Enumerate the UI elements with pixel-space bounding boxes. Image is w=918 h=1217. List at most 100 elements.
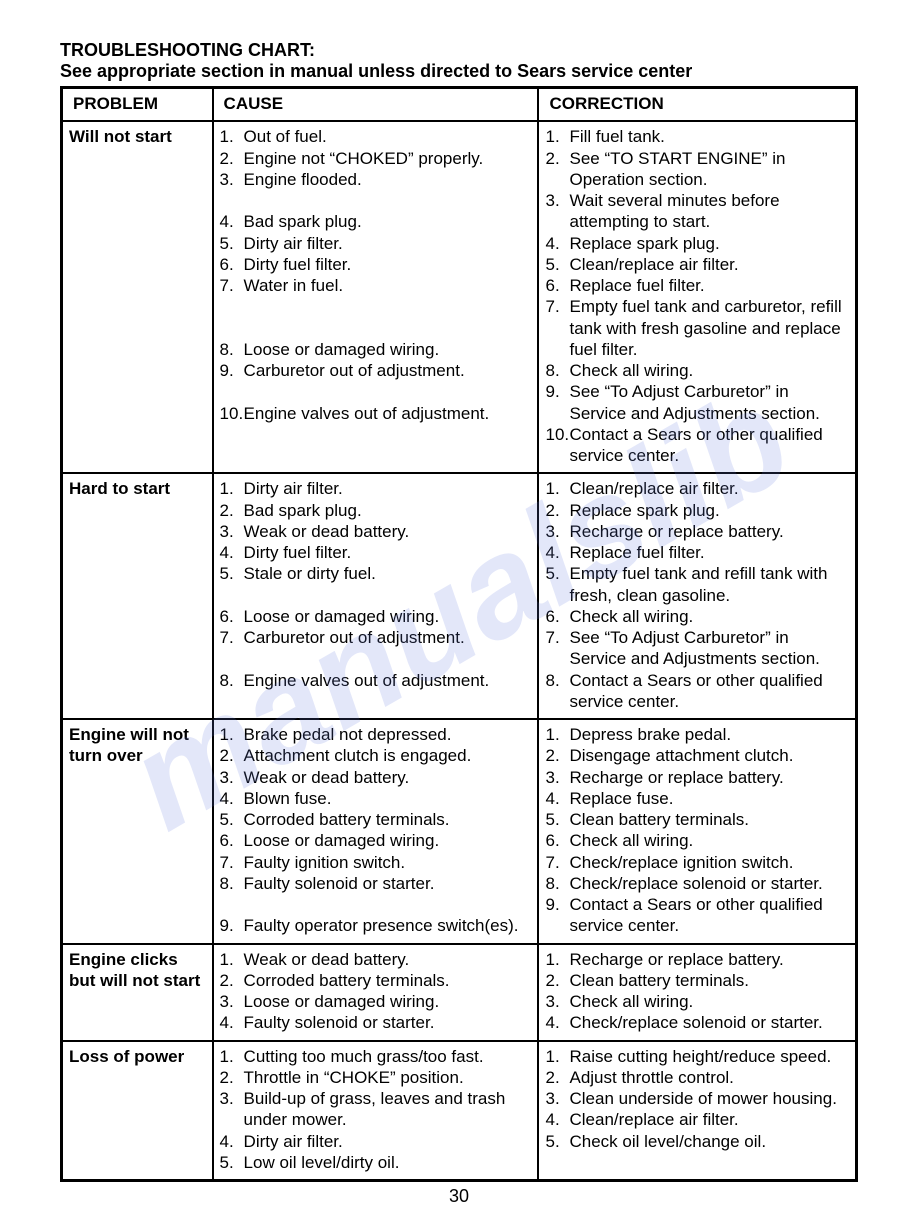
item-number: 4.: [545, 1012, 569, 1033]
list-item: 5.Dirty air filter.: [220, 233, 532, 254]
item-number: 10.: [545, 424, 569, 445]
item-number: 3.: [220, 1088, 244, 1109]
list-item: 7.Water in fuel.: [220, 275, 532, 296]
item-number: 5.: [545, 1131, 569, 1152]
item-text: Engine valves out of adjustment.: [244, 670, 532, 691]
item-text: Fill fuel tank.: [569, 126, 849, 147]
item-number: 1.: [220, 126, 244, 147]
item-text: Dirty air filter.: [244, 1131, 532, 1152]
item-text: Clean/replace air filter.: [569, 478, 849, 499]
item-number: 8.: [220, 339, 244, 360]
chart-title: TROUBLESHOOTING CHART:: [60, 40, 858, 61]
list-item: 3.Weak or dead battery.: [220, 767, 532, 788]
item-text: Dirty air filter.: [244, 478, 532, 499]
item-number: 4.: [220, 1131, 244, 1152]
item-text: Engine valves out of adjustment.: [244, 403, 532, 424]
list-item: 6.Loose or damaged wiring.: [220, 830, 532, 851]
numbered-list: 1.Clean/replace air filter.2.Replace spa…: [545, 478, 849, 712]
item-number: 3.: [220, 767, 244, 788]
table-row: Loss of power 1.Cutting too much grass/to…: [62, 1041, 857, 1181]
item-text: Bad spark plug.: [244, 500, 532, 521]
item-number: 5.: [545, 809, 569, 830]
item-text: Loose or damaged wiring.: [244, 991, 532, 1012]
item-number: 8.: [220, 670, 244, 691]
item-text: Loose or damaged wiring.: [244, 606, 532, 627]
list-item: 3.Wait several minutes before attempting…: [545, 190, 849, 233]
item-text: Wait several minutes before attempting t…: [569, 190, 849, 233]
problem-label: Loss of power: [69, 1047, 184, 1066]
cause-cell: 1.Weak or dead battery.2.Corroded batter…: [213, 944, 539, 1041]
item-text: Attachment clutch is engaged.: [244, 745, 532, 766]
item-text: Depress brake pedal.: [569, 724, 849, 745]
table-row: Will not start1.Out of fuel.2.Engine not…: [62, 121, 857, 473]
list-item: 2.Disengage attachment clutch.: [545, 745, 849, 766]
item-number: 3.: [545, 991, 569, 1012]
item-number: 2.: [545, 745, 569, 766]
item-text: Weak or dead battery.: [244, 767, 532, 788]
table-row: Engine clicks but will not start1.Weak o…: [62, 944, 857, 1041]
numbered-list: 1.Brake pedal not depressed.2.Attachment…: [220, 724, 532, 937]
item-text: See “TO START ENGINE” in Operation secti…: [569, 148, 849, 191]
item-text: Faulty solenoid or starter.: [244, 1012, 532, 1033]
item-number: 3.: [545, 1088, 569, 1109]
list-item: 5.Stale or dirty fuel.: [220, 563, 532, 584]
item-number: 3.: [545, 521, 569, 542]
item-text: Replace fuel filter.: [569, 275, 849, 296]
list-item: 4.Dirty fuel filter.: [220, 542, 532, 563]
list-item: 4.Clean/replace air filter.: [545, 1109, 849, 1130]
item-number: 1.: [545, 724, 569, 745]
item-number: 2.: [545, 500, 569, 521]
item-number: 5.: [545, 563, 569, 584]
list-item: 2.See “TO START ENGINE” in Operation sec…: [545, 148, 849, 191]
item-number: 7.: [220, 852, 244, 873]
item-text: Weak or dead battery.: [244, 521, 532, 542]
list-item: 4.Replace fuel filter.: [545, 542, 849, 563]
list-item: 1.Fill fuel tank.: [545, 126, 849, 147]
cause-cell: 1.Brake pedal not depressed.2.Attachment…: [213, 719, 539, 944]
header-correction: CORRECTION: [538, 88, 856, 122]
list-item: 10.Contact a Sears or other qualified se…: [545, 424, 849, 467]
list-item: 2.Throttle in “CHOKE” position.: [220, 1067, 532, 1088]
header-problem: PROBLEM: [62, 88, 213, 122]
item-text: Check all wiring.: [569, 606, 849, 627]
item-number: 6.: [220, 606, 244, 627]
list-item: 9.Carburetor out of adjustment.: [220, 360, 532, 381]
spacer: [220, 894, 532, 915]
list-item: 5.Clean battery terminals.: [545, 809, 849, 830]
item-number: 2.: [545, 970, 569, 991]
item-text: Replace fuel filter.: [569, 542, 849, 563]
item-text: Faulty ignition switch.: [244, 852, 532, 873]
list-item: 1.Cutting too much grass/too fast.: [220, 1046, 532, 1067]
item-text: Low oil level/dirty oil.: [244, 1152, 532, 1173]
list-item: 7.Faulty ignition switch.: [220, 852, 532, 873]
item-text: Contact a Sears or other qualified servi…: [569, 424, 849, 467]
item-number: 7.: [220, 275, 244, 296]
problem-label: Engine will not turn over: [69, 725, 189, 765]
item-text: Empty fuel tank and carburetor, refill t…: [569, 296, 849, 360]
list-item: 6.Check all wiring.: [545, 830, 849, 851]
list-item: 7.Check/replace ignition switch.: [545, 852, 849, 873]
list-item: 2.Corroded battery terminals.: [220, 970, 532, 991]
list-item: 1.Recharge or replace battery.: [545, 949, 849, 970]
item-number: 1.: [220, 478, 244, 499]
list-item: 1.Weak or dead battery.: [220, 949, 532, 970]
item-text: Check/replace solenoid or starter.: [569, 1012, 849, 1033]
list-item: 9.Contact a Sears or other qualified ser…: [545, 894, 849, 937]
list-item: 3.Engine flooded.: [220, 169, 532, 190]
list-item: 7.Empty fuel tank and carburetor, refill…: [545, 296, 849, 360]
list-item: 1.Raise cutting height/reduce speed.: [545, 1046, 849, 1067]
item-text: Contact a Sears or other qualified servi…: [569, 670, 849, 713]
item-number: 9.: [220, 360, 244, 381]
item-number: 8.: [220, 873, 244, 894]
problem-cell: Hard to start: [62, 473, 213, 719]
item-text: Faulty solenoid or starter.: [244, 873, 532, 894]
numbered-list: 1.Recharge or replace battery.2.Clean ba…: [545, 949, 849, 1034]
item-text: Dirty fuel filter.: [244, 542, 532, 563]
spacer: [220, 296, 532, 317]
item-number: 1.: [545, 949, 569, 970]
item-number: 2.: [220, 970, 244, 991]
item-number: 4.: [545, 1109, 569, 1130]
item-number: 6.: [545, 606, 569, 627]
item-number: 3.: [545, 767, 569, 788]
item-number: 9.: [545, 894, 569, 915]
